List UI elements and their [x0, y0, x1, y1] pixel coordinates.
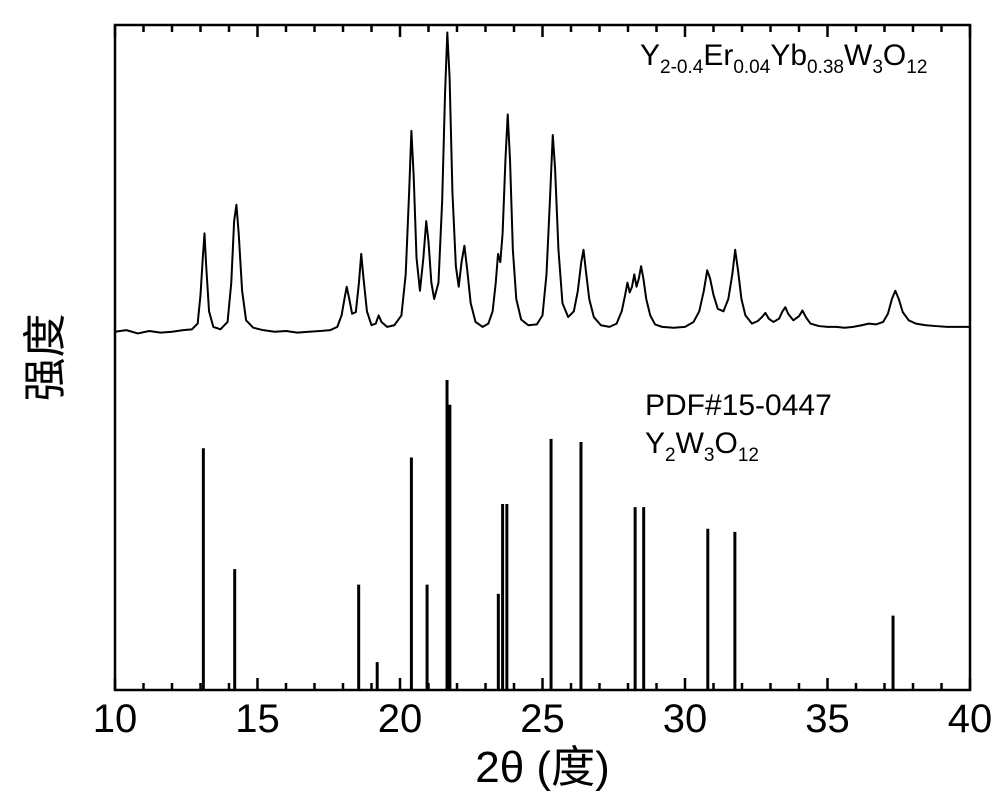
x-tick-label: 20 — [378, 697, 423, 741]
x-tick-label: 15 — [235, 697, 280, 741]
annotation-pdf-number: PDF#15-0447 — [645, 389, 832, 422]
chart-background — [0, 0, 1000, 794]
x-tick-label: 30 — [663, 697, 708, 741]
x-tick-label: 35 — [805, 697, 850, 741]
xrd-chart: 101520253035402θ (度)强度Y2-0.4Er0.04Yb0.38… — [0, 0, 1000, 794]
chart-svg: 101520253035402θ (度)强度Y2-0.4Er0.04Yb0.38… — [0, 0, 1000, 794]
x-axis-label: 2θ (度) — [475, 743, 609, 792]
y-axis-label: 强度 — [21, 314, 70, 402]
x-tick-label: 10 — [93, 697, 138, 741]
x-tick-label: 40 — [948, 697, 993, 741]
x-tick-label: 25 — [520, 697, 565, 741]
